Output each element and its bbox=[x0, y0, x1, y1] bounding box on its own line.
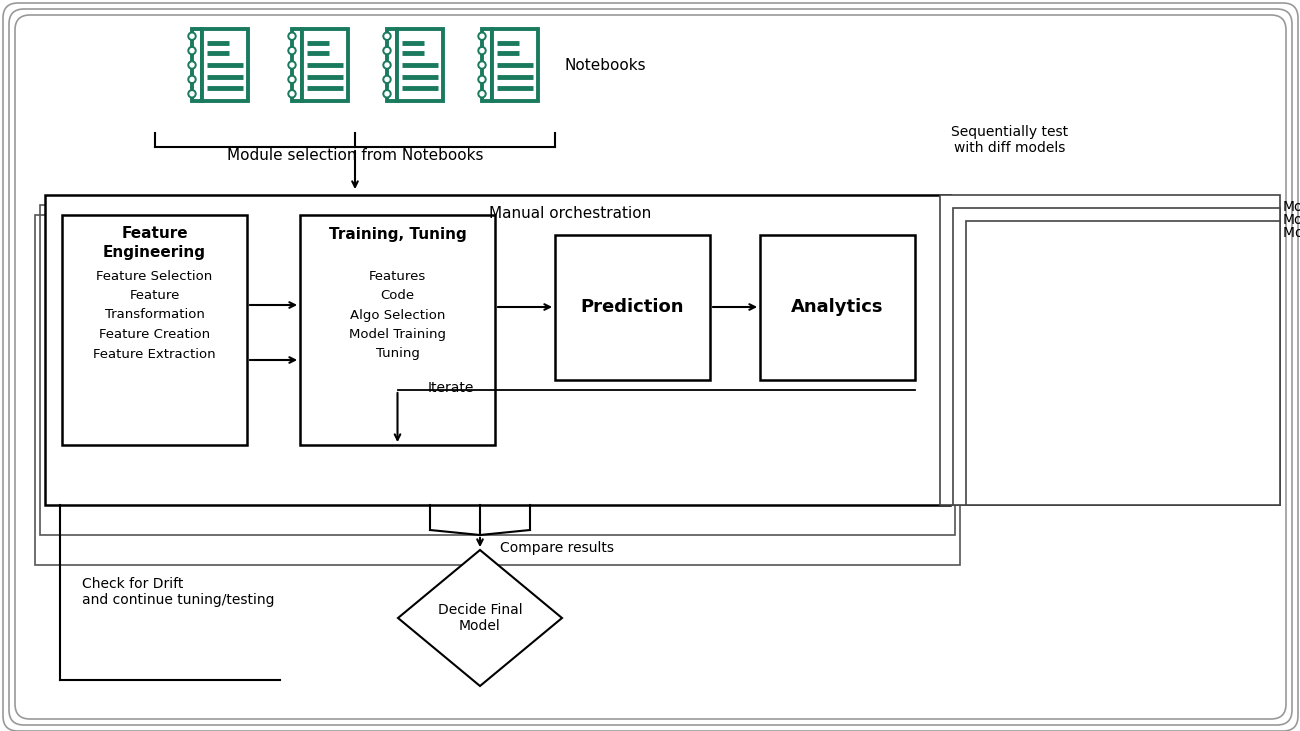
Text: Model2: Model2 bbox=[1283, 213, 1300, 227]
Circle shape bbox=[188, 32, 196, 40]
Text: Model N: Model N bbox=[1283, 226, 1300, 240]
Circle shape bbox=[384, 75, 391, 83]
Text: Notebooks: Notebooks bbox=[566, 58, 646, 72]
Text: Feature
Engineering: Feature Engineering bbox=[103, 226, 205, 260]
Circle shape bbox=[190, 48, 194, 53]
FancyBboxPatch shape bbox=[953, 208, 1280, 505]
Circle shape bbox=[290, 63, 294, 67]
Text: Sequentially test
with diff models: Sequentially test with diff models bbox=[952, 125, 1069, 155]
FancyBboxPatch shape bbox=[292, 29, 302, 101]
FancyBboxPatch shape bbox=[62, 215, 247, 445]
Text: Check for Drift
and continue tuning/testing: Check for Drift and continue tuning/test… bbox=[82, 577, 274, 607]
Circle shape bbox=[385, 48, 389, 53]
FancyBboxPatch shape bbox=[192, 29, 202, 101]
Circle shape bbox=[289, 75, 296, 83]
Circle shape bbox=[480, 92, 484, 96]
Text: Feature Selection
Feature
Transformation
Feature Creation
Feature Extraction: Feature Selection Feature Transformation… bbox=[94, 270, 216, 360]
Circle shape bbox=[478, 47, 486, 55]
FancyBboxPatch shape bbox=[302, 29, 348, 101]
Circle shape bbox=[480, 63, 484, 67]
FancyBboxPatch shape bbox=[300, 215, 495, 445]
FancyBboxPatch shape bbox=[396, 29, 443, 101]
Circle shape bbox=[384, 61, 391, 69]
Circle shape bbox=[385, 77, 389, 81]
Circle shape bbox=[384, 32, 391, 40]
FancyBboxPatch shape bbox=[16, 15, 1286, 719]
Text: Training, Tuning: Training, Tuning bbox=[329, 227, 467, 243]
Circle shape bbox=[290, 92, 294, 96]
FancyBboxPatch shape bbox=[940, 195, 1280, 505]
FancyBboxPatch shape bbox=[491, 29, 538, 101]
FancyBboxPatch shape bbox=[966, 221, 1280, 505]
Circle shape bbox=[384, 90, 391, 98]
Circle shape bbox=[188, 61, 196, 69]
Text: Features
Code
Algo Selection
Model Training
Tuning: Features Code Algo Selection Model Train… bbox=[348, 270, 446, 360]
Circle shape bbox=[384, 47, 391, 55]
Circle shape bbox=[188, 75, 196, 83]
Circle shape bbox=[478, 32, 486, 40]
Circle shape bbox=[385, 92, 389, 96]
Text: Analytics: Analytics bbox=[792, 298, 884, 317]
Text: Manual orchestration: Manual orchestration bbox=[489, 205, 651, 221]
Circle shape bbox=[188, 47, 196, 55]
Circle shape bbox=[289, 47, 296, 55]
Circle shape bbox=[290, 77, 294, 81]
Circle shape bbox=[190, 77, 194, 81]
Text: Compare results: Compare results bbox=[500, 541, 614, 555]
FancyBboxPatch shape bbox=[3, 3, 1297, 731]
Circle shape bbox=[478, 90, 486, 98]
Circle shape bbox=[289, 61, 296, 69]
Circle shape bbox=[188, 90, 196, 98]
Circle shape bbox=[290, 48, 294, 53]
Circle shape bbox=[385, 34, 389, 38]
Circle shape bbox=[190, 92, 194, 96]
Circle shape bbox=[478, 61, 486, 69]
Circle shape bbox=[480, 77, 484, 81]
Circle shape bbox=[478, 75, 486, 83]
Circle shape bbox=[290, 34, 294, 38]
Circle shape bbox=[480, 34, 484, 38]
Polygon shape bbox=[398, 550, 562, 686]
Text: Model1: Model1 bbox=[1283, 200, 1300, 214]
Text: Iterate: Iterate bbox=[428, 381, 474, 395]
Text: Prediction: Prediction bbox=[581, 298, 684, 317]
FancyBboxPatch shape bbox=[555, 235, 710, 380]
FancyBboxPatch shape bbox=[202, 29, 248, 101]
Circle shape bbox=[289, 32, 296, 40]
Circle shape bbox=[190, 63, 194, 67]
FancyBboxPatch shape bbox=[46, 195, 950, 505]
Circle shape bbox=[385, 63, 389, 67]
Circle shape bbox=[480, 48, 484, 53]
Text: Module selection from Notebooks: Module selection from Notebooks bbox=[226, 148, 484, 163]
Circle shape bbox=[190, 34, 194, 38]
FancyBboxPatch shape bbox=[482, 29, 491, 101]
FancyBboxPatch shape bbox=[387, 29, 396, 101]
FancyBboxPatch shape bbox=[9, 9, 1292, 725]
FancyBboxPatch shape bbox=[760, 235, 915, 380]
Circle shape bbox=[289, 90, 296, 98]
Text: Decide Final
Model: Decide Final Model bbox=[438, 603, 523, 633]
